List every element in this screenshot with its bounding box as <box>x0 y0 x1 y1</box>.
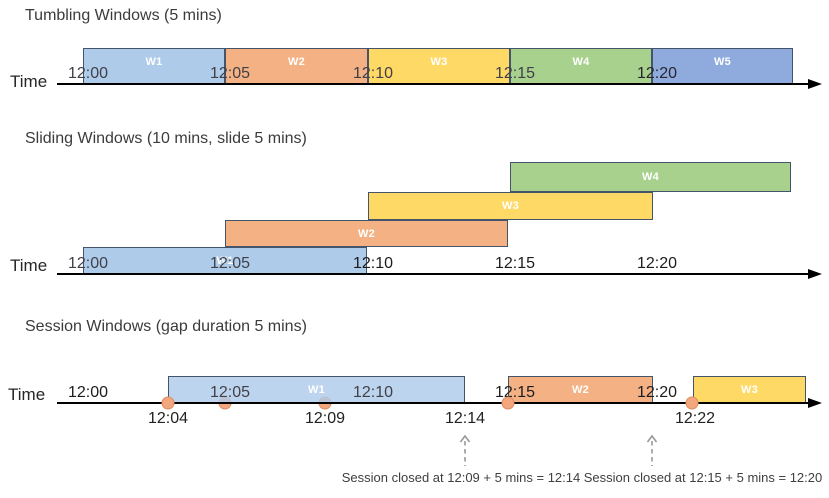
tumbling-window-w5-label: W5 <box>713 56 732 68</box>
session-close-note-2: Session closed at 12:15 + 5 mins = 12:20 <box>583 470 823 485</box>
dashed-up-arrow-icon <box>646 434 658 466</box>
tumbling-window-w3: W3 <box>368 48 510 84</box>
tumbling-tick-1205: 12:05 <box>209 65 251 82</box>
session-event-dot-5 <box>685 396 699 410</box>
tumbling-tick-1210: 12:10 <box>352 65 394 82</box>
session-close-note-1: Session closed at 12:09 + 5 mins = 12:14 <box>341 470 581 485</box>
sliding-window-w1-label: W1 <box>216 254 234 267</box>
tumbling-window-w2-label: W2 <box>287 56 306 68</box>
sliding-window-w2-label: W2 <box>357 227 376 240</box>
sliding-window-w3-label: W3 <box>501 200 520 212</box>
tumbling-section-title: Tumbling Windows (5 mins) <box>25 7 222 24</box>
tumbling-window-w5: W5 <box>652 48 793 84</box>
session-event-dot-4 <box>501 396 515 410</box>
sliding-window-w2: W2 <box>225 220 508 247</box>
session-window-w2-label: W2 <box>571 384 590 396</box>
sliding-window-w3: W3 <box>368 192 653 220</box>
tumbling-tick-1215: 12:15 <box>494 65 536 82</box>
sliding-section-title: Sliding Windows (10 mins, slide 5 mins) <box>25 130 307 147</box>
sliding-timeline-arrowhead-icon <box>808 269 822 279</box>
tumbling-window-w4-label: W4 <box>572 56 590 68</box>
tumbling-time-axis-label: Time <box>10 72 48 91</box>
sliding-tick-1215: 12:15 <box>494 255 536 272</box>
tumbling-timeline-arrowhead-icon <box>808 79 822 89</box>
sliding-time-axis-label: Time <box>10 256 48 275</box>
session-tick-1205: 12:05 <box>209 384 251 401</box>
session-event-dot-1 <box>161 396 175 410</box>
session-marker-label-1214: 12:14 <box>444 410 486 427</box>
tumbling-window-w3-label: W3 <box>430 56 448 68</box>
sliding-tick-1200: 12:00 <box>67 255 109 272</box>
sliding-tick-1220: 12:20 <box>636 255 678 272</box>
tumbling-window-w1-label: W1 <box>145 56 163 68</box>
sliding-window-w4: W4 <box>510 162 791 192</box>
session-marker-label-1209: 12:09 <box>304 410 346 427</box>
tumbling-timeline <box>57 83 808 85</box>
session-window-w3: W3 <box>693 376 806 403</box>
tumbling-tick-1220: 12:20 <box>636 65 678 82</box>
session-marker-label-1222: 12:22 <box>674 410 716 427</box>
sliding-tick-1210: 12:10 <box>352 255 394 272</box>
session-tick-1215: 12:15 <box>494 384 536 401</box>
session-timeline-arrowhead-icon <box>808 398 822 408</box>
session-timeline <box>57 402 808 404</box>
session-section-title: Session Windows (gap duration 5 mins) <box>25 318 307 335</box>
session-tick-1210: 12:10 <box>352 384 394 401</box>
tumbling-tick-1200: 12:00 <box>67 65 109 82</box>
session-window-w1-label: W1 <box>307 384 326 396</box>
sliding-window-w1: W1 <box>83 247 367 274</box>
session-tick-1220: 12:20 <box>636 384 678 401</box>
tumbling-window-w1: W1 <box>83 48 225 84</box>
session-tick-1200: 12:00 <box>67 384 109 401</box>
session-marker-label-1204: 12:04 <box>147 410 189 427</box>
session-time-axis-label: Time <box>8 385 46 404</box>
sliding-timeline <box>57 273 808 275</box>
session-window-w3-label: W3 <box>740 383 759 396</box>
sliding-tick-1205: 12:05 <box>209 255 251 272</box>
sliding-window-w4-label: W4 <box>641 171 660 183</box>
dashed-up-arrow-icon <box>459 434 471 466</box>
